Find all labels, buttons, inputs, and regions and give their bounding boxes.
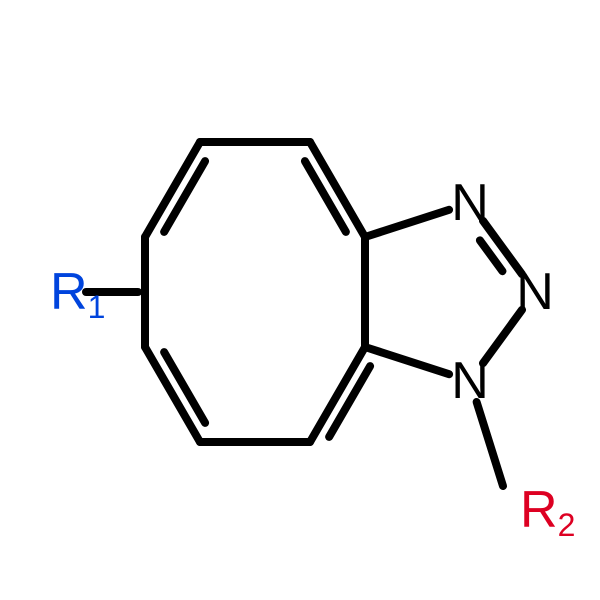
atom-label: N <box>451 174 489 232</box>
bond-line <box>365 347 449 374</box>
molecule-canvas: NNNR1R2 <box>0 0 600 600</box>
atom-label: N <box>516 263 554 321</box>
substituent-label: R1 <box>50 263 105 325</box>
atom-label: N <box>451 352 489 410</box>
bond-line <box>365 210 449 237</box>
substituent-label: R2 <box>520 481 575 543</box>
bond-line <box>477 402 503 486</box>
